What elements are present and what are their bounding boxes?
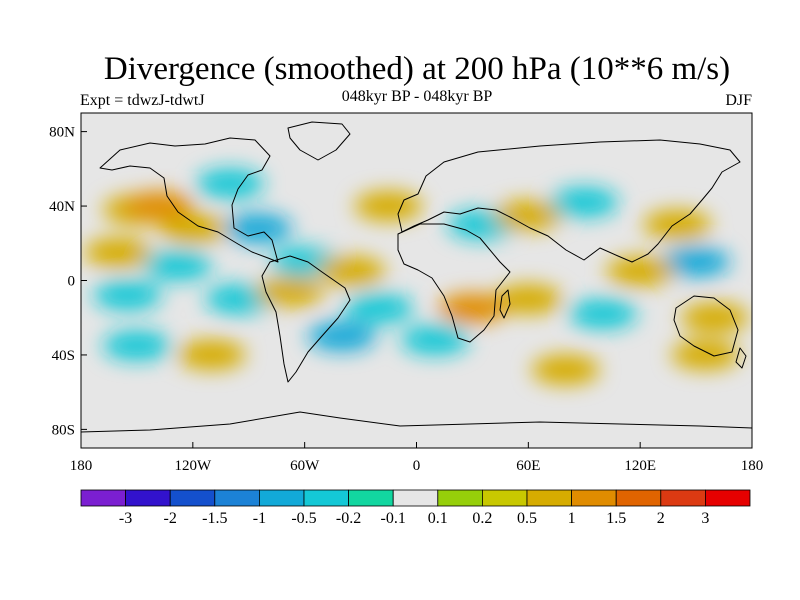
colorbar-label-11: 1.5: [606, 510, 626, 527]
field-anomaly-20: [568, 299, 637, 329]
season-label: DJF: [725, 92, 752, 109]
colorbar-label-5: -0.2: [336, 510, 361, 527]
period-label: 048kyr BP - 048kyr BP: [341, 88, 493, 105]
y-axis: 80N 40N 0 40S 80S: [49, 125, 87, 438]
field-anomaly-30: [345, 293, 414, 324]
x-tick-label-3: 0: [413, 458, 421, 474]
field-anomaly-29: [102, 330, 171, 361]
coastline-madagascar: [499, 289, 511, 319]
field-anomaly-27: [531, 354, 600, 385]
field-anomaly-12: [317, 256, 386, 287]
colorbar-label-10: 1: [568, 510, 576, 527]
field-anomaly-25: [177, 339, 246, 370]
colorbar-label-2: -1.5: [202, 510, 227, 527]
field-anomaly-4: [224, 213, 293, 244]
colorbar-swatch-10: [526, 489, 572, 507]
chart-title: Divergence (smoothed) at 200 hPa (10**6 …: [103, 51, 731, 87]
coastline-new-zealand: [735, 347, 747, 369]
field-anomaly-23: [401, 325, 470, 356]
coastline-eurasia: [397, 139, 741, 263]
colorbar-label-0: -3: [119, 510, 132, 527]
colorbar-swatch-3: [214, 489, 260, 507]
plot-area: [81, 113, 752, 448]
experiment-label: Expt = tdwzJ-tdwtJ: [80, 92, 205, 109]
colorbar-swatch-5: [303, 489, 349, 507]
colorbar-label-3: -1: [253, 510, 266, 527]
field-anomaly-13: [354, 191, 423, 222]
colorbar-label-13: 3: [701, 510, 709, 527]
field-anomaly-11: [255, 276, 324, 307]
field-layer: [84, 168, 749, 385]
y-tick-label-4: 80S: [52, 422, 75, 438]
field-anomaly-6: [158, 213, 227, 244]
colorbar-swatch-12: [615, 489, 662, 507]
field-anomaly-17: [643, 209, 712, 240]
colorbar-swatch-13: [660, 489, 706, 507]
y-tick-label-3: 40S: [52, 348, 75, 364]
coastlines: [81, 121, 752, 433]
coastline-north-america: [99, 137, 279, 263]
y-tick-label-1: 40N: [49, 199, 75, 215]
colorbar-swatch-9: [481, 489, 528, 507]
colorbar-label-12: 2: [657, 510, 665, 527]
field-anomaly-24: [307, 321, 376, 352]
field-anomaly-28: [680, 302, 749, 333]
field-anomaly-19: [606, 256, 675, 287]
coastline-africa: [397, 223, 511, 343]
x-axis: 180 120W 60W 0 60E 120E 180: [70, 442, 764, 474]
colorbar-swatch-2: [169, 489, 216, 507]
colorbar-label-7: 0.1: [428, 510, 448, 527]
x-tick-label-1: 120W: [174, 458, 212, 474]
colorbar-swatch-6: [348, 489, 394, 507]
coastline-australia: [673, 295, 739, 357]
coastline-south-america: [261, 255, 351, 383]
colorbar-swatch-14: [705, 489, 751, 507]
field-anomaly-26: [671, 339, 740, 370]
field-anomaly-16: [550, 187, 619, 218]
field-anomaly-2: [125, 191, 194, 222]
field-anomaly-9: [93, 280, 162, 311]
colorbar-swatch-11: [571, 489, 617, 507]
colorbar-label-8: 0.2: [472, 510, 492, 527]
colorbar-swatch-4: [258, 489, 305, 507]
colorbar: -3 -2 -1.5 -1 -0.5 -0.2 -0.1 0.1 0.2 0.5 1 1.5 2 3: [80, 489, 751, 527]
field-anomaly-8: [143, 250, 212, 281]
field-anomaly-7: [84, 237, 153, 268]
coastline-greenland: [287, 121, 351, 161]
colorbar-swatch-8: [437, 489, 483, 507]
x-tick-label-5: 120E: [624, 458, 656, 474]
colorbar-swatch-1: [125, 489, 171, 507]
colorbar-swatch-0: [80, 489, 126, 507]
field-anomaly-18: [662, 246, 731, 277]
x-tick-label-6: 180: [741, 458, 764, 474]
colorbar-swatch-7: [392, 489, 439, 507]
field-anomaly-15: [494, 200, 563, 231]
field-anomaly-22: [438, 293, 507, 324]
colorbar-label-4: -0.5: [291, 510, 316, 527]
x-tick-label-4: 60E: [516, 458, 540, 474]
x-tick-label-0: 180: [70, 458, 93, 474]
field-anomaly-21: [494, 284, 563, 315]
colorbar-label-1: -2: [164, 510, 177, 527]
coastline-antarctica: [81, 411, 752, 433]
colorbar-label-9: 0.5: [517, 510, 537, 527]
x-tick-label-2: 60W: [290, 458, 320, 474]
y-tick-label-2: 0: [68, 274, 76, 290]
y-tick-label-0: 80N: [49, 125, 75, 141]
colorbar-label-6: -0.1: [381, 510, 406, 527]
